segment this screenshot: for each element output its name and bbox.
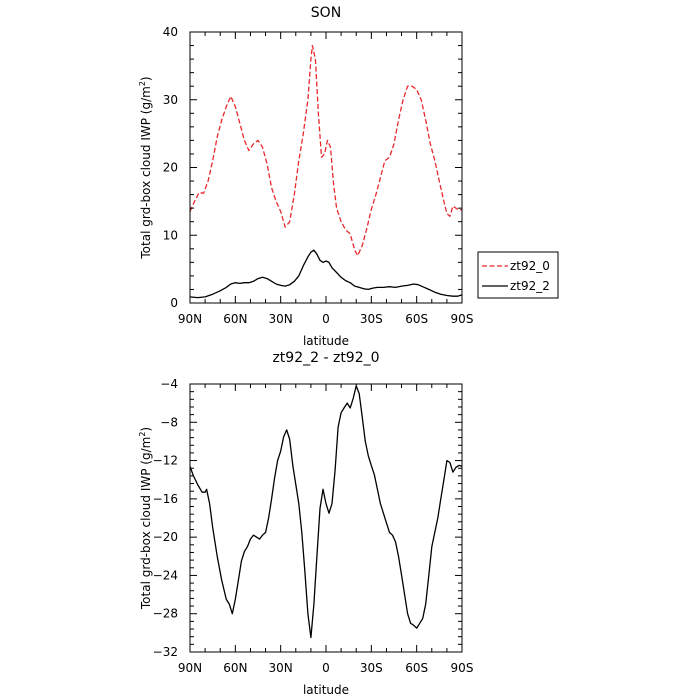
x-axis-label: latitude xyxy=(303,683,349,697)
y-tick-label: 30 xyxy=(163,93,178,107)
y-axis-label-text-end: ) xyxy=(139,76,153,81)
chart-title: SON xyxy=(311,5,341,21)
x-tick-label: 30S xyxy=(360,312,383,326)
y-tick-label: −16 xyxy=(153,492,178,506)
x-tick-label: 90N xyxy=(178,312,202,326)
y-tick-label: −28 xyxy=(153,607,178,621)
chart-panel-2: zt92_2 - zt92_0 90N 60N 30N 0 30S 60S 90S −32 −28… xyxy=(138,350,473,697)
y-axis-label-superscript: 2 xyxy=(138,432,147,437)
x-tick-label: 30N xyxy=(269,661,293,675)
y-tick-label: −20 xyxy=(153,530,178,544)
x-axis-label: latitude xyxy=(303,334,349,348)
legend-label: zt92_2 xyxy=(510,279,550,293)
series-line-zt92_2 xyxy=(189,249,463,299)
plot-frame xyxy=(189,383,463,653)
x-tick-label: 30N xyxy=(269,312,293,326)
y-axis-label-superscript: 2 xyxy=(138,81,147,86)
y-tick-label: 10 xyxy=(163,228,178,242)
y-tick-label: 0 xyxy=(170,296,178,310)
x-tick-label: 60N xyxy=(223,312,247,326)
y-axis-label: Total grd-box cloud IWP (g/m2) xyxy=(138,427,153,610)
series-line-zt92_0 xyxy=(189,44,463,257)
x-tick-label: 60N xyxy=(223,661,247,675)
chart-panel-1: SON 90N 60N 30N 0 30S 60S 90S 0 10 20 30 40 latitude T… xyxy=(138,5,559,348)
x-tick-label: 90S xyxy=(451,661,474,675)
legend-label: zt92_0 xyxy=(510,259,550,273)
x-tick-label: 60S xyxy=(405,661,428,675)
y-axis-label-text: Total grd-box cloud IWP (g/m xyxy=(139,437,153,610)
y-tick-label: 40 xyxy=(163,25,178,39)
x-tick-label: 30S xyxy=(360,661,383,675)
y-tick-label: −32 xyxy=(153,645,178,659)
series-line-series-1 xyxy=(189,385,463,639)
x-tick-label: 90N xyxy=(178,661,202,675)
legend: zt92_0 zt92_2 xyxy=(477,251,559,299)
y-tick-label: 20 xyxy=(163,161,178,175)
y-axis-label-text: Total grd-box cloud IWP (g/m xyxy=(139,86,153,259)
y-tick-label: −12 xyxy=(153,454,178,468)
plot-frame xyxy=(189,31,463,304)
x-tick-label: 60S xyxy=(405,312,428,326)
legend-box xyxy=(477,251,559,299)
y-tick-label: −24 xyxy=(153,568,178,582)
y-tick-label: −8 xyxy=(160,415,178,429)
y-tick-label: −4 xyxy=(160,377,178,391)
chart-title: zt92_2 - zt92_0 xyxy=(272,350,379,366)
y-axis-label: Total grd-box cloud IWP (g/m2) xyxy=(138,76,153,259)
x-tick-label: 90S xyxy=(451,312,474,326)
y-axis-label-text-end: ) xyxy=(139,427,153,432)
x-tick-label: 0 xyxy=(322,661,330,675)
x-tick-label: 0 xyxy=(322,312,330,326)
